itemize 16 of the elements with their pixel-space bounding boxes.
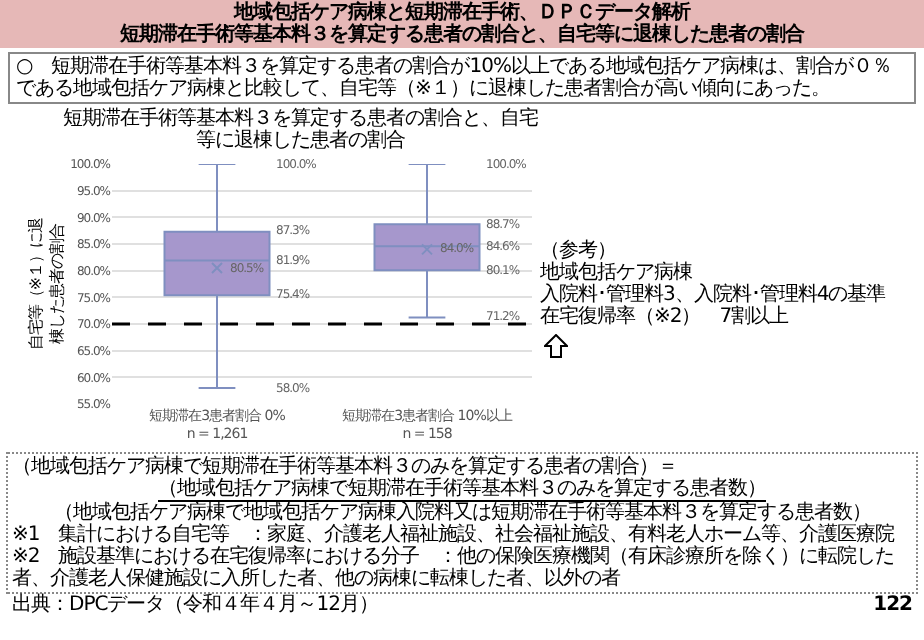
text: ※1 集計における自宅等 ：家庭、介護老人福祉施設、社会福祉施設、有料老人ホーム等、介護医療院	[12, 524, 897, 546]
y-axis-title: 自宅等（※１）に退棟した患者の割合	[26, 216, 66, 351]
text: 在宅復帰率（※2） 7割以上	[540, 306, 791, 328]
text: ○ 短期滞在手術等基本料３を算定する患者の割合が10%以上である地域包括ケア病棟は、割合が０％である地域包括ケア病棟と比較して、自宅等（※１）に退棟した患者割合が高い傾向にあった。	[8, 52, 916, 104]
text: 122	[873, 594, 912, 616]
chart-title: 地域包括ケア病棟と短期滞在手術、ＤＰＣデータ解析	[233, 2, 693, 24]
text: （地域包括ケア病棟で短期滞在手術等基本料３のみを算定する患者数）	[158, 478, 766, 502]
text: 地域包括ケア病棟	[540, 262, 694, 284]
text: （地域包括ケア病棟で短期滞在手術等基本料３のみを算定する患者の割合）＝	[12, 456, 679, 478]
text: （地域包括ケア病棟で地域包括ケア病棟入院料又は短期滞在手術等基本料３を算定する患者数）	[51, 502, 871, 524]
text: ※2 施設基準における在宅復帰率における分子 ：他の保険医療機関（有床診療所を除く）に転院した者、介護老人保健施設に入所した者、他の病棟に転棟した者、以外の者	[12, 546, 897, 590]
source-note: 出典：DPCデータ（令和４年４月～12月）	[12, 594, 378, 616]
text: 短期滞在手術等基本料３を算定する患者の割合と、自宅等に退棟した患者の割合	[60, 108, 540, 152]
text: 入院料･管理料3、入院料･管理料4の基準	[540, 284, 888, 306]
text: （参考）	[540, 240, 618, 262]
chart-subtitle: 短期滞在手術等基本料３を算定する患者の割合と、自宅等に退棟した患者の割合	[118, 24, 807, 46]
